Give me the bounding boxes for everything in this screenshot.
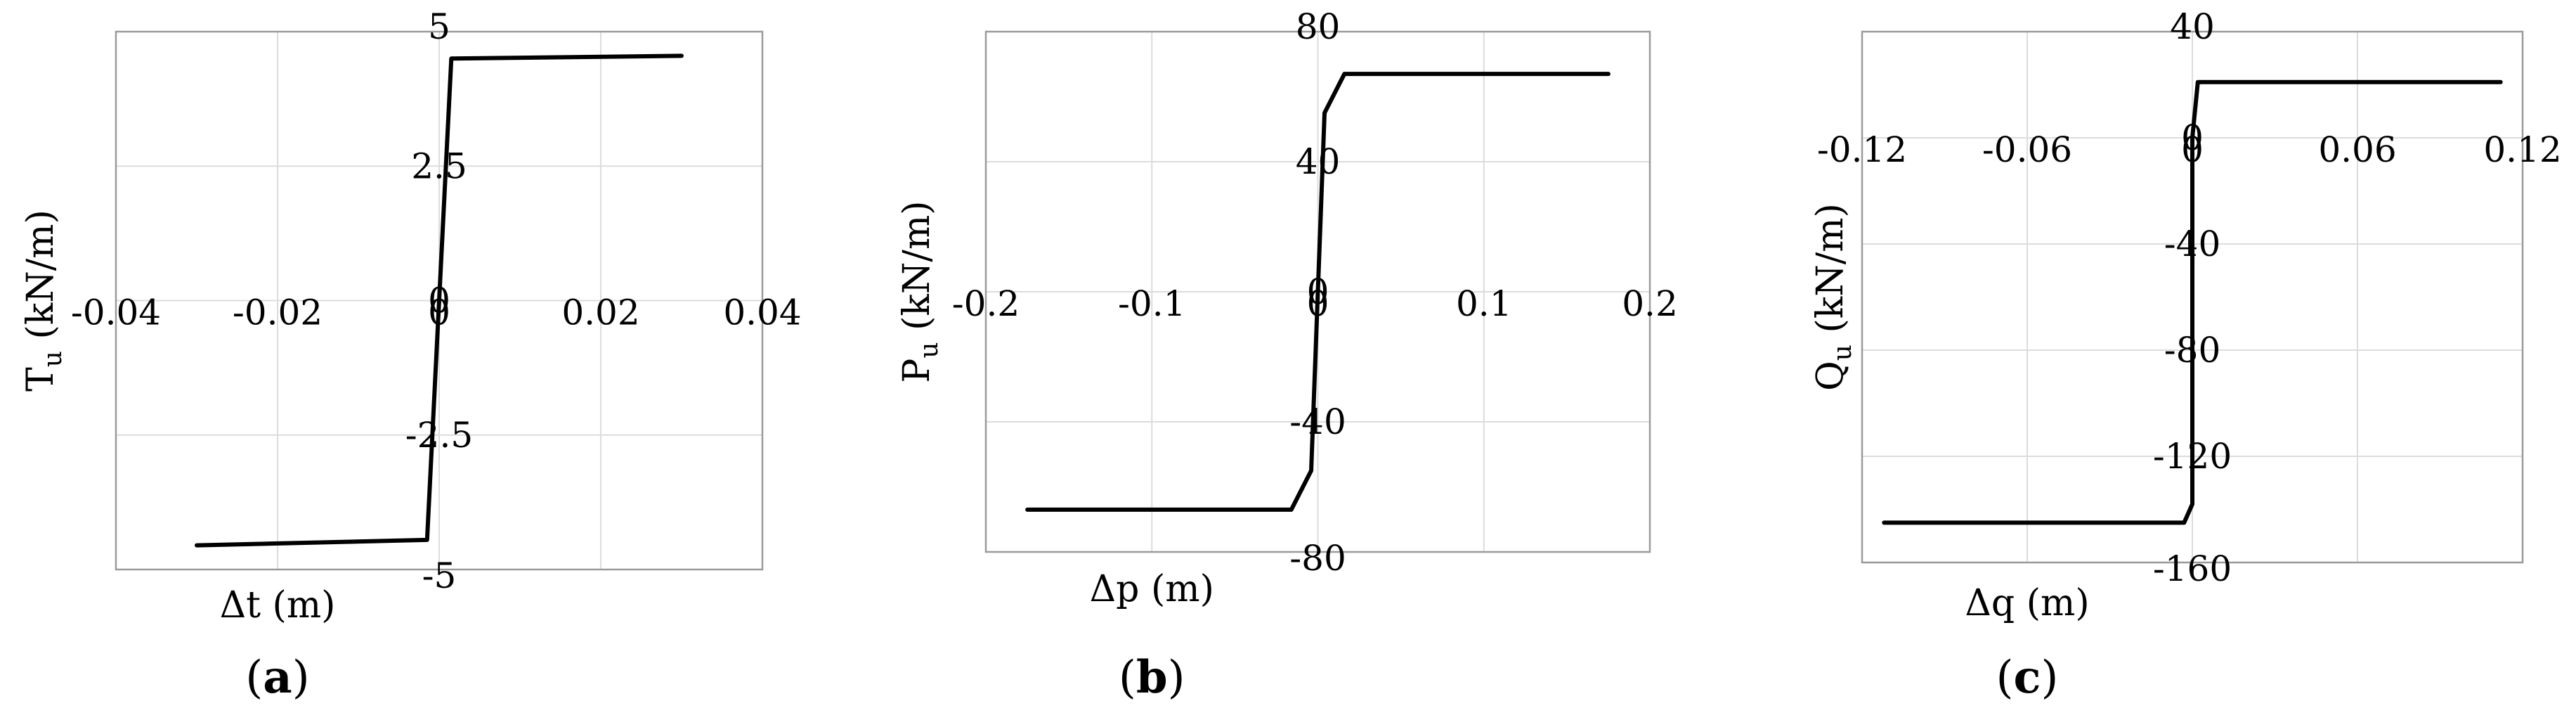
x-tick-label: 0.1 bbox=[1456, 283, 1512, 324]
x-tick-label: 0.02 bbox=[561, 292, 639, 333]
y-tick-label: -2.5 bbox=[405, 415, 473, 456]
plot-frame bbox=[984, 30, 1651, 553]
panel-label: (b) bbox=[1119, 651, 1185, 704]
y-tick-label: 2.5 bbox=[411, 146, 467, 186]
x-tick-label: -0.2 bbox=[952, 283, 1020, 324]
x-tick-label: -0.1 bbox=[1118, 283, 1185, 324]
x-axis-label: Δt (m) bbox=[220, 584, 336, 626]
x-tick-label: -0.04 bbox=[71, 292, 161, 333]
y-tick-label: 80 bbox=[1296, 6, 1341, 47]
y-tick-label: 40 bbox=[1296, 141, 1341, 182]
y-tick-label: 5 bbox=[428, 6, 450, 47]
y-axis-label: Qu (kN/m) bbox=[1809, 203, 1857, 391]
x-tick-label: -0.06 bbox=[1982, 129, 2072, 170]
x-tick-label: 0.06 bbox=[2318, 129, 2396, 170]
y-tick-label: 40 bbox=[2170, 6, 2215, 47]
x-tick-label: 0.04 bbox=[723, 292, 801, 333]
plot-frame bbox=[1861, 30, 2524, 564]
series-line bbox=[1882, 79, 2503, 525]
y-axis-label: Tu (kN/m) bbox=[20, 210, 67, 392]
series-line bbox=[1025, 72, 1611, 512]
y-tick-label: -160 bbox=[2153, 548, 2232, 589]
series-line bbox=[195, 53, 684, 548]
plot-frame bbox=[115, 30, 764, 571]
x-tick-label: -0.02 bbox=[233, 292, 323, 333]
x-tick-label: 0.2 bbox=[1622, 283, 1678, 324]
panel-label: (c) bbox=[1996, 651, 2059, 704]
x-axis-label: Δq (m) bbox=[1965, 582, 2089, 624]
y-tick-label: -40 bbox=[1289, 401, 1346, 442]
panel-label: (a) bbox=[245, 651, 309, 704]
x-tick-label: 0.12 bbox=[2483, 129, 2561, 170]
x-tick-label: -0.12 bbox=[1817, 129, 1907, 170]
y-tick-label: -80 bbox=[1289, 538, 1346, 579]
y-axis-label: Pu (kN/m) bbox=[896, 200, 944, 382]
y-tick-label: -5 bbox=[422, 555, 457, 596]
x-axis-label: Δp (m) bbox=[1090, 568, 1214, 610]
